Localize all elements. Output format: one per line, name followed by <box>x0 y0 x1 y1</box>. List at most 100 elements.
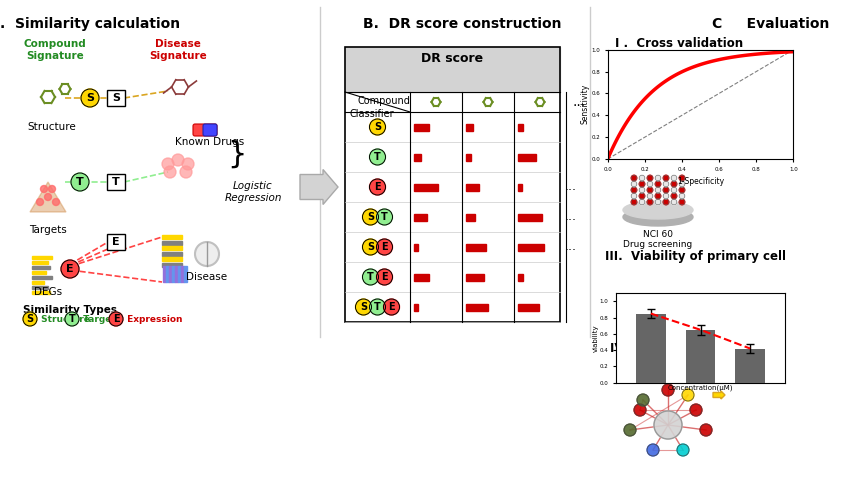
Circle shape <box>624 424 636 436</box>
Bar <box>184 266 187 282</box>
Circle shape <box>65 312 79 326</box>
Bar <box>32 265 50 269</box>
Text: E: E <box>112 237 120 247</box>
X-axis label: Concentration(μM): Concentration(μM) <box>668 384 733 391</box>
Text: S: S <box>86 93 94 103</box>
Text: T: T <box>76 177 84 187</box>
Y-axis label: Sensitivity: Sensitivity <box>581 84 590 124</box>
Bar <box>636 314 666 383</box>
Text: S: S <box>374 122 381 132</box>
Circle shape <box>370 119 386 135</box>
Circle shape <box>631 187 637 193</box>
Circle shape <box>639 193 645 199</box>
Text: DR score: DR score <box>421 53 484 66</box>
Bar <box>181 266 183 282</box>
Bar <box>345 47 560 92</box>
Text: E: E <box>374 182 381 192</box>
Bar <box>166 266 169 282</box>
Circle shape <box>631 199 637 205</box>
Bar <box>466 154 471 161</box>
Text: Classifier: Classifier <box>349 109 393 119</box>
Circle shape <box>663 187 668 193</box>
Text: ...: ... <box>565 241 577 253</box>
Text: IV.  Interpretation of MOA: IV. Interpretation of MOA <box>610 342 781 355</box>
Bar <box>466 214 475 221</box>
Bar <box>735 348 765 383</box>
Text: Disease: Disease <box>187 272 228 282</box>
Text: S: S <box>26 314 34 324</box>
FancyArrow shape <box>713 391 725 399</box>
Circle shape <box>700 424 712 436</box>
Polygon shape <box>30 182 66 212</box>
Bar <box>169 266 171 282</box>
FancyArrow shape <box>300 169 338 204</box>
Bar <box>162 235 182 239</box>
X-axis label: 1-Specificity: 1-Specificity <box>677 177 724 186</box>
Bar <box>414 214 427 221</box>
Text: NCI 60
Drug screening: NCI 60 Drug screening <box>624 230 693 249</box>
Bar <box>414 273 430 280</box>
Text: S: S <box>360 302 367 312</box>
Circle shape <box>180 166 192 178</box>
Circle shape <box>45 193 51 200</box>
Circle shape <box>634 404 646 416</box>
Text: T: T <box>374 152 381 162</box>
Bar <box>518 183 522 190</box>
Circle shape <box>647 175 652 181</box>
Bar <box>414 304 418 311</box>
Text: Targets: Targets <box>30 225 67 235</box>
Text: T: T <box>367 272 374 282</box>
Bar <box>414 154 420 161</box>
Circle shape <box>41 185 47 192</box>
Text: Expression: Expression <box>124 315 182 324</box>
Circle shape <box>679 187 684 193</box>
Text: S: S <box>367 242 374 252</box>
Circle shape <box>370 299 386 315</box>
Bar <box>32 285 48 289</box>
Bar <box>466 123 473 131</box>
FancyBboxPatch shape <box>107 174 125 190</box>
Bar <box>32 255 52 259</box>
Bar <box>466 244 486 250</box>
Text: Target: Target <box>80 315 116 324</box>
Circle shape <box>647 444 659 456</box>
Circle shape <box>48 185 56 192</box>
Ellipse shape <box>623 201 693 219</box>
Circle shape <box>639 199 645 205</box>
Text: S: S <box>112 93 120 103</box>
Bar <box>178 266 181 282</box>
Circle shape <box>647 199 652 205</box>
Bar <box>345 47 560 322</box>
Text: Logistic
Regression: Logistic Regression <box>225 181 282 203</box>
Circle shape <box>654 411 682 439</box>
Circle shape <box>690 404 702 416</box>
Bar <box>685 330 716 383</box>
Ellipse shape <box>623 208 693 226</box>
Bar <box>32 291 50 294</box>
Bar <box>162 262 182 266</box>
Bar <box>32 270 46 274</box>
Text: B.  DR score construction: B. DR score construction <box>363 17 561 31</box>
Circle shape <box>52 198 59 205</box>
Circle shape <box>679 199 684 205</box>
Circle shape <box>370 149 386 165</box>
Circle shape <box>376 239 392 255</box>
Bar <box>518 273 523 280</box>
Circle shape <box>655 181 661 187</box>
FancyBboxPatch shape <box>107 90 125 106</box>
Text: A.  Similarity calculation: A. Similarity calculation <box>0 17 181 31</box>
Circle shape <box>81 89 99 107</box>
Circle shape <box>682 389 694 401</box>
Circle shape <box>679 175 684 181</box>
Bar <box>414 123 430 131</box>
Circle shape <box>655 175 661 181</box>
Circle shape <box>36 198 44 205</box>
Text: Disease
Signature: Disease Signature <box>149 39 207 61</box>
FancyBboxPatch shape <box>193 124 217 136</box>
Text: S: S <box>367 212 374 222</box>
Circle shape <box>164 166 176 178</box>
Circle shape <box>195 242 219 266</box>
Text: E: E <box>66 264 73 274</box>
Bar <box>466 183 479 190</box>
Text: III.  Viability of primary cell: III. Viability of primary cell <box>605 250 786 263</box>
